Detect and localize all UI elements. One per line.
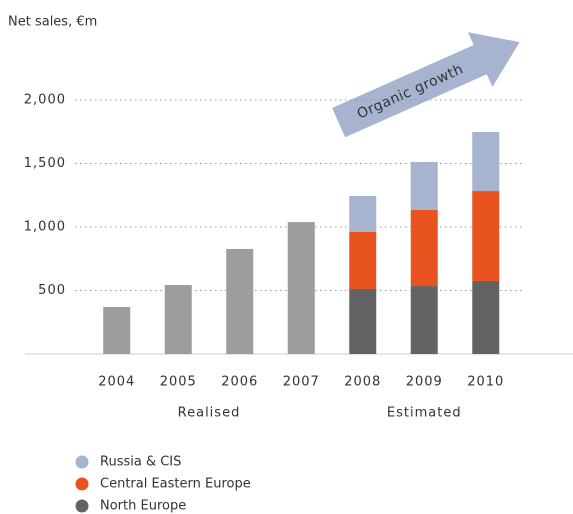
- y-tick-label: 1,000: [24, 220, 66, 235]
- bar-segment: [287, 222, 315, 354]
- bar-segment: [349, 288, 377, 354]
- legend-swatch: [75, 499, 89, 513]
- legend-swatch: [75, 455, 89, 469]
- x-tick-label: 2008: [344, 375, 381, 390]
- legend-label: North Europe: [100, 499, 186, 514]
- bar-segment: [349, 196, 377, 232]
- growth-arrow: Organic growth: [332, 32, 520, 138]
- bar-segment: [410, 161, 438, 210]
- bar-segment: [472, 191, 500, 281]
- arrow-shape: [332, 32, 520, 138]
- y-tick-label: 2,000: [24, 93, 66, 108]
- legend-swatch: [75, 477, 89, 491]
- x-tick-label: 2006: [221, 375, 258, 390]
- x-tick-label: 2010: [467, 375, 504, 390]
- bar-segment: [472, 280, 500, 354]
- bar-segment: [472, 132, 500, 192]
- bar-segment: [103, 307, 131, 354]
- group-label: Estimated: [387, 406, 462, 421]
- x-tick-label: 2004: [98, 375, 135, 390]
- y-tick-label: 1,500: [24, 156, 66, 171]
- bar-segment: [410, 209, 438, 287]
- bar-segment: [226, 248, 254, 354]
- x-tick-label: 2009: [406, 375, 443, 390]
- group-label: Realised: [178, 406, 241, 421]
- x-tick-label: 2005: [160, 375, 197, 390]
- legend-label: Central Eastern Europe: [100, 477, 251, 492]
- y-tick-label: 500: [38, 283, 66, 298]
- legend-label: Russia & CIS: [100, 455, 181, 470]
- bar-segment: [349, 231, 377, 289]
- x-tick-label: 2007: [283, 375, 320, 390]
- bar-segment: [410, 286, 438, 354]
- bar-segment: [164, 285, 192, 354]
- y-axis-label: Net sales, €m: [8, 15, 97, 30]
